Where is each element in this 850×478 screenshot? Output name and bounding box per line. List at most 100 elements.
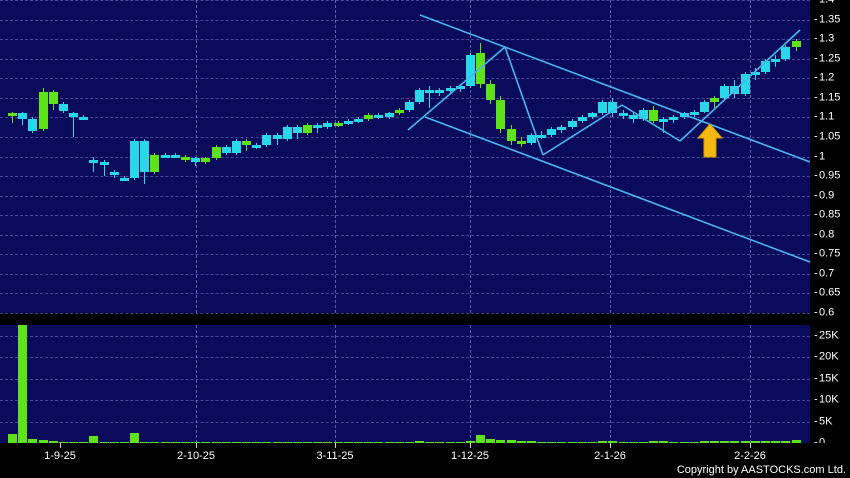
gridline (0, 215, 810, 217)
date-tick-label: 2-10-25 (177, 450, 215, 462)
gridline (0, 78, 810, 80)
volume-bar (180, 442, 190, 443)
candle-body (710, 97, 720, 102)
volume-bar (496, 439, 506, 443)
volume-bar (343, 442, 353, 443)
gridline (750, 325, 751, 443)
candle-body (618, 113, 628, 117)
candle-body (38, 91, 48, 130)
volume-bar (608, 441, 618, 443)
volume-bar (58, 441, 68, 443)
candle-body (537, 134, 547, 138)
price-chart-panel[interactable] (0, 0, 810, 314)
volume-bar (486, 439, 496, 443)
volume-bar (38, 440, 48, 443)
price-tick-label: -1.05 (814, 130, 841, 143)
gridline (0, 176, 810, 178)
candle-body (89, 160, 99, 164)
volume-bar (516, 440, 526, 443)
date-tick-label: 1-9-25 (44, 450, 76, 462)
price-tick-label: -0.9 (814, 189, 835, 202)
volume-chart-panel[interactable] (0, 325, 810, 444)
trendline-upper-descending-resistance (419, 14, 810, 163)
candle-body (638, 109, 648, 120)
candle-body (771, 58, 781, 62)
volume-tick-label: -25K (814, 329, 839, 342)
price-tick-label: -1.15 (814, 91, 841, 104)
gridline (610, 325, 611, 443)
trendline-lower-descending-support (424, 116, 810, 263)
price-tick-label: -0.95 (814, 169, 841, 182)
volume-bar (119, 442, 129, 443)
price-tick-label: -0.85 (814, 208, 841, 221)
price-tick-label: -1.25 (814, 52, 841, 65)
volume-bar (679, 441, 689, 443)
candle-body (649, 109, 659, 122)
candle-body (425, 89, 435, 93)
volume-bar (150, 441, 160, 443)
candle-body (404, 101, 414, 110)
candle-body (730, 86, 740, 94)
candle-body (669, 117, 679, 121)
volume-bar (557, 441, 567, 443)
price-axis: -1.4 -1.35 -1.3 -1.25 -1.2 -1.15 -1.1 -1.05 -1 -0… (810, 0, 850, 318)
volume-bar (18, 325, 28, 443)
volume-bar (476, 435, 486, 443)
volume-bar (292, 442, 302, 443)
price-tick-label: -0.75 (814, 247, 841, 260)
volume-bar (333, 442, 343, 443)
candle-body (628, 115, 638, 120)
volume-bar (689, 441, 699, 443)
volume-bar (252, 442, 262, 443)
volume-bar (710, 441, 720, 443)
volume-bar (160, 442, 170, 443)
volume-bar (659, 441, 669, 443)
candle-body (547, 129, 557, 135)
candle-body (384, 113, 394, 118)
gridline (0, 0, 810, 1)
volume-bar (567, 441, 577, 443)
gridline (0, 136, 810, 138)
gridline (0, 313, 810, 314)
candle-body (598, 101, 608, 114)
price-tick-label: -1.1 (814, 110, 835, 123)
gridline (0, 293, 810, 295)
volume-bar (740, 440, 750, 443)
gridline (0, 97, 810, 99)
candle-body (272, 134, 282, 139)
date-tick (335, 443, 336, 448)
candle-body (262, 134, 272, 145)
candle-body (761, 60, 770, 73)
candle-body (211, 146, 221, 159)
candle-body (58, 103, 68, 112)
volume-bar (771, 440, 781, 443)
candle-body (557, 127, 567, 131)
price-tick-label: -1.35 (814, 13, 841, 26)
candle-body (201, 158, 211, 163)
volume-bar (537, 441, 547, 443)
date-tick (610, 443, 611, 448)
candle-body (374, 115, 384, 119)
date-tick-label: 3-11-25 (316, 450, 354, 462)
candle-body (8, 113, 17, 117)
volume-bar (313, 442, 323, 443)
volume-bar (435, 441, 445, 443)
gridline (0, 254, 810, 256)
volume-bar (761, 440, 770, 443)
candle-body (445, 88, 455, 92)
volume-bar (526, 441, 536, 443)
gridline (335, 0, 336, 313)
candle-body (180, 156, 190, 160)
volume-bar (425, 441, 435, 443)
volume-bar (455, 441, 465, 443)
volume-bar (781, 440, 791, 443)
candle-body (353, 119, 363, 123)
gridline (0, 39, 810, 41)
volume-tick-label: -0 (814, 437, 825, 449)
candle-body (119, 178, 129, 182)
volume-bar (242, 442, 252, 443)
volume-bar (445, 441, 455, 443)
candle-wick (103, 160, 105, 177)
volume-tick-label: -15K (814, 372, 839, 385)
